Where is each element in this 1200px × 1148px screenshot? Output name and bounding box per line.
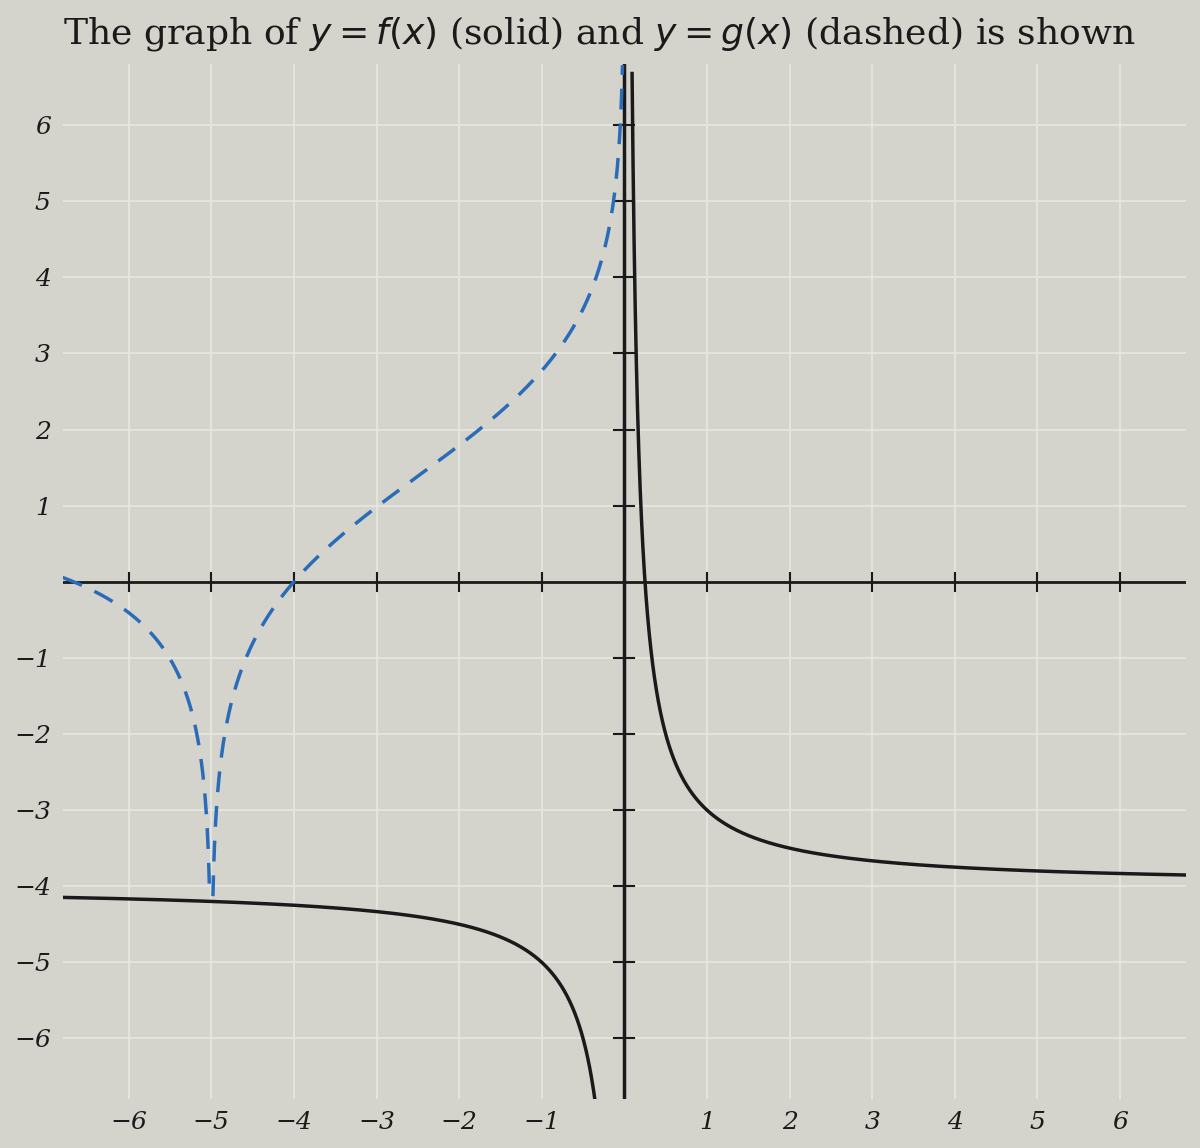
Text: The graph of $y = f(x)$ (solid) and $y = g(x)$ (dashed) is shown: The graph of $y = f(x)$ (solid) and $y =… [62,14,1135,53]
